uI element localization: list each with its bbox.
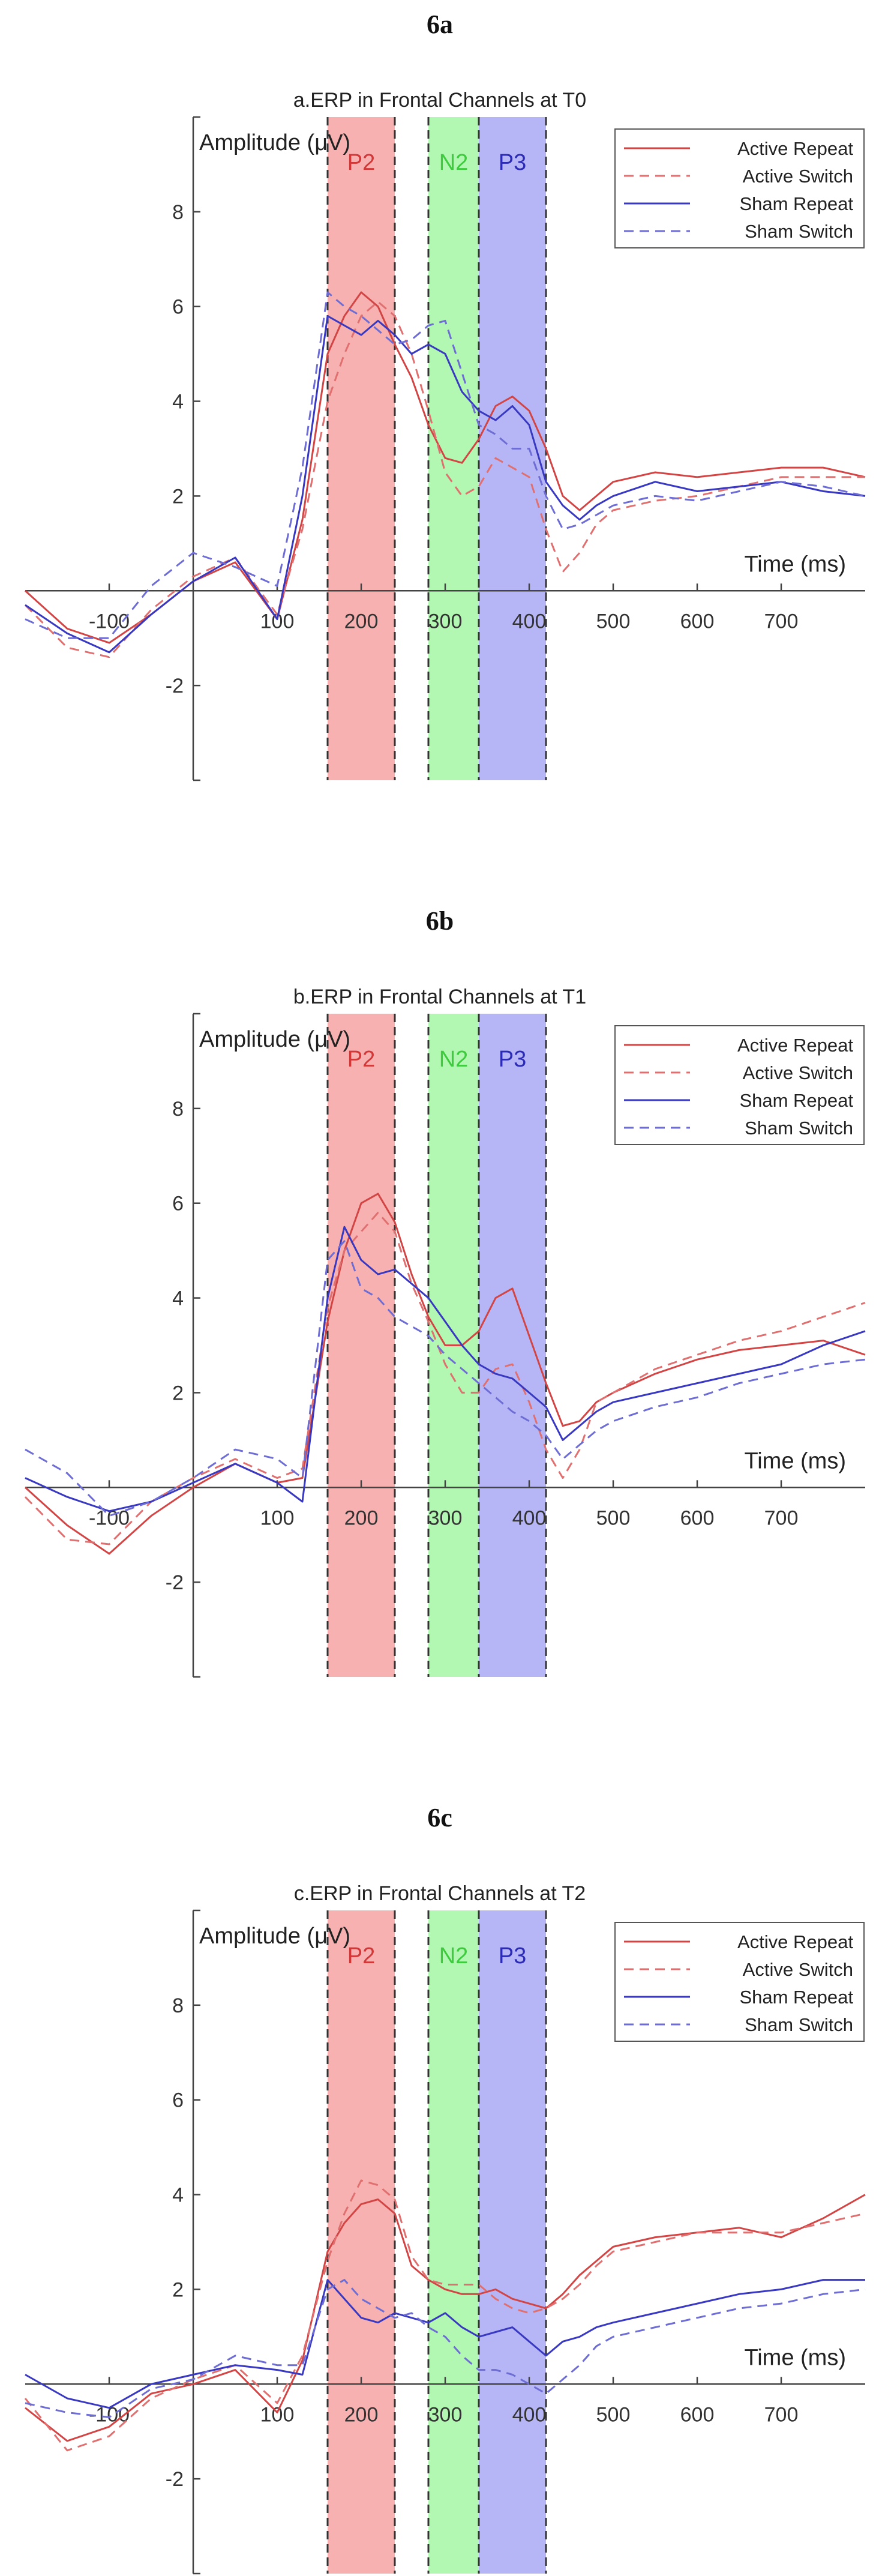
component-band-n2: [428, 1910, 479, 2574]
y-tick-label: 6: [172, 2089, 184, 2112]
component-band-p3: [479, 1014, 546, 1677]
x-tick-label: 700: [764, 1506, 799, 1529]
series-line-active-repeat: [25, 2194, 866, 2442]
chart-panel-6a: 6a a.ERP in Frontal Channels at T0 P2 N2 P3 -…: [24, 10, 866, 781]
legend-entry: Active Repeat: [737, 138, 853, 159]
y-tick-label: 8: [172, 201, 184, 224]
x-tick-label: 600: [680, 2403, 715, 2426]
x-tick-label: 300: [428, 610, 463, 633]
legend-entry: Active Switch: [743, 1959, 853, 1980]
series-line-active-switch: [24, 301, 865, 658]
y-tick-label: 8: [172, 1994, 184, 2017]
chart-panel-6c: 6c c.ERP in Frontal Channels at T2 P2 N2 P3 -…: [24, 1803, 866, 2575]
band-label-n2: N2: [439, 150, 469, 175]
series-line-sham-repeat: [25, 2279, 865, 2409]
legend: Active Repeat Active Switch Sham Repeat Sha…: [614, 1025, 865, 1145]
x-axis-label: Time (ms): [744, 552, 846, 577]
x-tick-label: 200: [344, 610, 379, 633]
component-band-n2: [428, 117, 479, 780]
legend-entry: Active Repeat: [737, 1035, 853, 1056]
x-tick-label: 300: [428, 2403, 463, 2426]
x-tick-label: 600: [680, 1506, 715, 1529]
legend-box: [614, 128, 865, 248]
x-tick-label: 700: [764, 610, 799, 633]
series-line-active-switch: [24, 2179, 866, 2452]
component-band-p3: [479, 1910, 546, 2574]
band-label-p2: P2: [347, 150, 375, 175]
chart-title: a.ERP in Frontal Channels at T0: [293, 89, 586, 112]
y-tick-label: 2: [172, 485, 184, 508]
y-tick-label: 2: [172, 1382, 184, 1404]
x-tick-label: 200: [344, 2403, 379, 2426]
band-label-p3: P3: [499, 1943, 526, 1969]
legend-entry: Sham Repeat: [739, 1090, 853, 1111]
band-label-p2: P2: [347, 1047, 375, 1072]
legend-entry: Sham Switch: [745, 1118, 853, 1139]
x-tick-label: 500: [596, 610, 631, 633]
band-label-p3: P3: [499, 1047, 526, 1072]
y-tick-label: -2: [166, 675, 184, 697]
x-axis-label: Time (ms): [744, 1448, 846, 1473]
x-tick-label: -100: [89, 1506, 130, 1529]
y-axis-label: Amplitude (μV): [199, 1027, 350, 1052]
series-line-sham-repeat: [25, 1226, 866, 1512]
x-tick-label: 100: [260, 2403, 295, 2426]
y-tick-label: 4: [172, 1287, 184, 1310]
series-line-sham-repeat: [25, 315, 866, 654]
y-tick-label: 6: [172, 1193, 184, 1215]
figure-label: 6a: [427, 10, 453, 39]
legend-entry: Sham Switch: [745, 221, 853, 242]
x-tick-label: 500: [596, 1506, 631, 1529]
x-tick-label: 200: [344, 1506, 379, 1529]
series-line-active-switch: [24, 1212, 866, 1545]
chart-title: c.ERP in Frontal Channels at T2: [294, 1882, 586, 1905]
chart-panel-6b: 6b b.ERP in Frontal Channels at T1 P2 N2 P3 -…: [24, 906, 866, 1678]
y-axis-label: Amplitude (μV): [199, 1924, 350, 1949]
legend: Active Repeat Active Switch Sham Repeat Sha…: [614, 128, 865, 248]
x-tick-label: 100: [260, 1506, 295, 1529]
legend: Active Repeat Active Switch Sham Repeat Sha…: [614, 1922, 865, 2042]
legend-entry: Sham Switch: [745, 2014, 853, 2035]
band-label-n2: N2: [439, 1047, 469, 1072]
legend-entry: Active Switch: [743, 166, 853, 187]
band-label-n2: N2: [439, 1943, 469, 1969]
x-tick-label: 700: [764, 2403, 799, 2426]
x-tick-label: 500: [596, 2403, 631, 2426]
legend-entry: Active Switch: [743, 1062, 853, 1083]
component-band-p2: [328, 1910, 395, 2574]
y-tick-label: 6: [172, 296, 184, 319]
figure-label: 6c: [427, 1803, 452, 1832]
series-line-sham-switch: [25, 2279, 866, 2418]
legend-entry: Sham Repeat: [739, 1987, 853, 2008]
x-tick-label: 400: [512, 2403, 547, 2426]
component-band-p2: [328, 1014, 395, 1677]
legend-entry: Active Repeat: [737, 1931, 853, 1952]
band-label-p2: P2: [347, 1943, 375, 1969]
x-tick-label: 400: [512, 610, 547, 633]
y-tick-label: 8: [172, 1098, 184, 1121]
figure-label: 6b: [426, 906, 454, 936]
legend-entry: Sham Repeat: [739, 193, 853, 214]
series-line-active-repeat: [24, 291, 866, 644]
y-tick-label: 4: [172, 2184, 184, 2207]
chart-title: b.ERP in Frontal Channels at T1: [293, 986, 586, 1008]
component-band-p2: [328, 117, 395, 780]
y-axis-label: Amplitude (μV): [199, 130, 350, 155]
series-line-sham-switch: [25, 291, 866, 639]
x-axis-label: Time (ms): [744, 2345, 846, 2370]
y-tick-label: 2: [172, 2278, 184, 2301]
series-line-sham-switch: [25, 1240, 866, 1517]
y-tick-label: 4: [172, 391, 184, 414]
y-tick-label: -2: [166, 1571, 184, 1594]
x-tick-label: 300: [428, 1506, 463, 1529]
x-tick-label: 400: [512, 1506, 547, 1529]
y-tick-label: -2: [166, 2468, 184, 2491]
band-label-p3: P3: [499, 150, 526, 175]
x-tick-label: 600: [680, 610, 715, 633]
